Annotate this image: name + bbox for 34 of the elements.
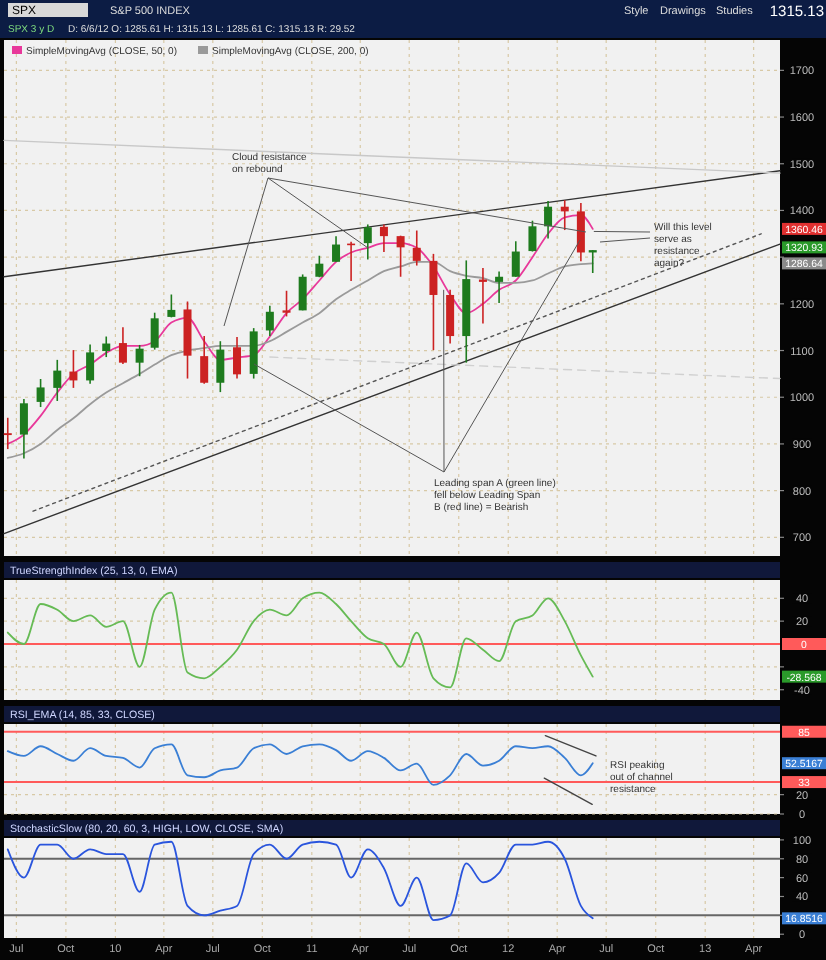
candlestick <box>19 398 28 460</box>
line-series <box>6 214 594 445</box>
line-series <box>6 591 594 689</box>
candlestick <box>332 235 341 263</box>
candlestick <box>69 349 78 389</box>
candlestick <box>379 223 388 253</box>
candlestick <box>233 336 242 380</box>
candlestick <box>118 326 127 365</box>
candlestick <box>396 234 405 278</box>
candlestick <box>363 223 372 261</box>
candlestick <box>282 289 291 318</box>
candlestick <box>412 229 421 267</box>
candlestick <box>53 359 62 402</box>
candlestick <box>183 300 192 380</box>
candlestick <box>200 335 209 385</box>
candlestick <box>150 311 159 351</box>
candlestick <box>249 327 258 380</box>
candlestick <box>36 378 45 408</box>
candlestick <box>102 335 111 358</box>
candlestick <box>576 202 585 263</box>
line-series <box>6 743 594 786</box>
candlestick <box>446 289 455 345</box>
candlestick <box>429 253 438 351</box>
candlestick <box>135 344 144 378</box>
candlestick <box>495 270 504 304</box>
candlestick <box>298 273 307 312</box>
candlestick <box>3 416 12 450</box>
candlestick <box>528 219 537 253</box>
candlestick <box>511 240 520 278</box>
candlestick <box>265 304 274 337</box>
candlestick <box>216 340 225 393</box>
candlestick <box>544 200 553 240</box>
candlestick <box>86 343 95 385</box>
line-series <box>6 840 594 921</box>
